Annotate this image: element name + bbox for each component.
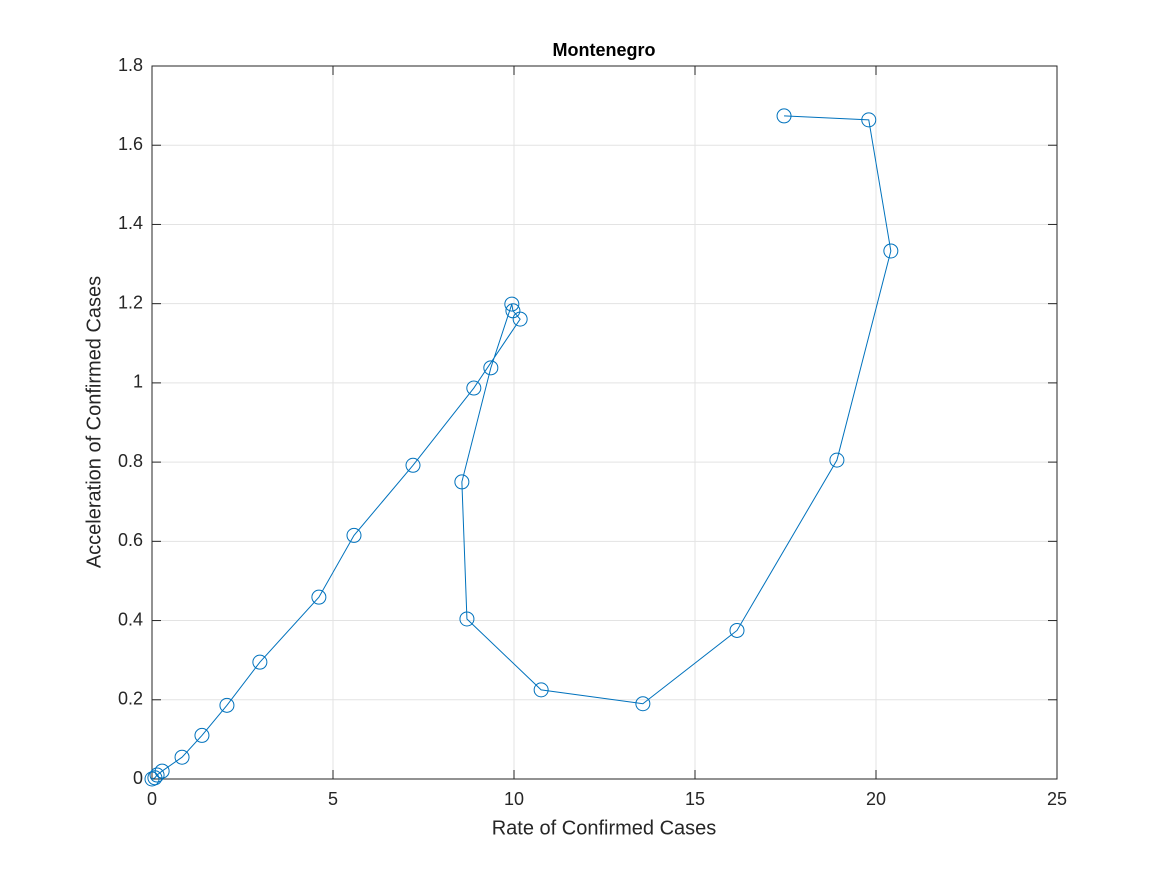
data-marker [252, 654, 268, 670]
data-marker [459, 611, 475, 627]
data-marker [405, 457, 421, 473]
data-marker [883, 243, 899, 259]
data-marker [505, 303, 521, 319]
y-tick-label: 0 [133, 768, 143, 788]
data-marker [144, 771, 160, 787]
y-tick-label: 1.4 [118, 213, 143, 233]
data-marker [454, 474, 470, 490]
plot-frame [151, 65, 1058, 780]
data-marker [729, 622, 745, 638]
x-tick-label: 25 [1047, 789, 1067, 809]
y-tick-label: 1 [133, 372, 143, 392]
y-axis-label: Acceleration of Confirmed Cases [83, 276, 105, 568]
data-marker [219, 697, 235, 713]
data-marker [829, 452, 845, 468]
data-marker [311, 589, 327, 605]
data-marker [483, 360, 499, 376]
x-tick-label: 20 [866, 789, 886, 809]
y-tick-label: 1.2 [118, 292, 143, 312]
data-marker [504, 296, 520, 312]
data-marker [194, 727, 210, 743]
y-tick-label: 1.8 [118, 55, 143, 75]
data-marker [149, 767, 165, 783]
data-marker [346, 527, 362, 543]
data-marker [174, 749, 190, 765]
data-line [151, 115, 892, 780]
y-tick-label: 1.6 [118, 134, 143, 154]
x-tick-label: 10 [504, 789, 524, 809]
x-tick-label: 15 [685, 789, 705, 809]
y-tick-label: 0.2 [118, 689, 143, 709]
x-axis-label: Rate of Confirmed Cases [492, 817, 717, 839]
x-tick-label: 0 [147, 789, 157, 809]
chart-title: Montenegro [553, 40, 656, 60]
data-marker [533, 682, 549, 698]
data-marker [861, 112, 877, 128]
x-tick-label: 5 [328, 789, 338, 809]
y-tick-label: 0.4 [118, 609, 143, 629]
y-tick-label: 0.6 [118, 530, 143, 550]
data-marker [635, 696, 651, 712]
data-marker [154, 763, 170, 779]
data-marker [776, 108, 792, 124]
data-marker [466, 380, 482, 396]
y-tick-label: 0.8 [118, 451, 143, 471]
